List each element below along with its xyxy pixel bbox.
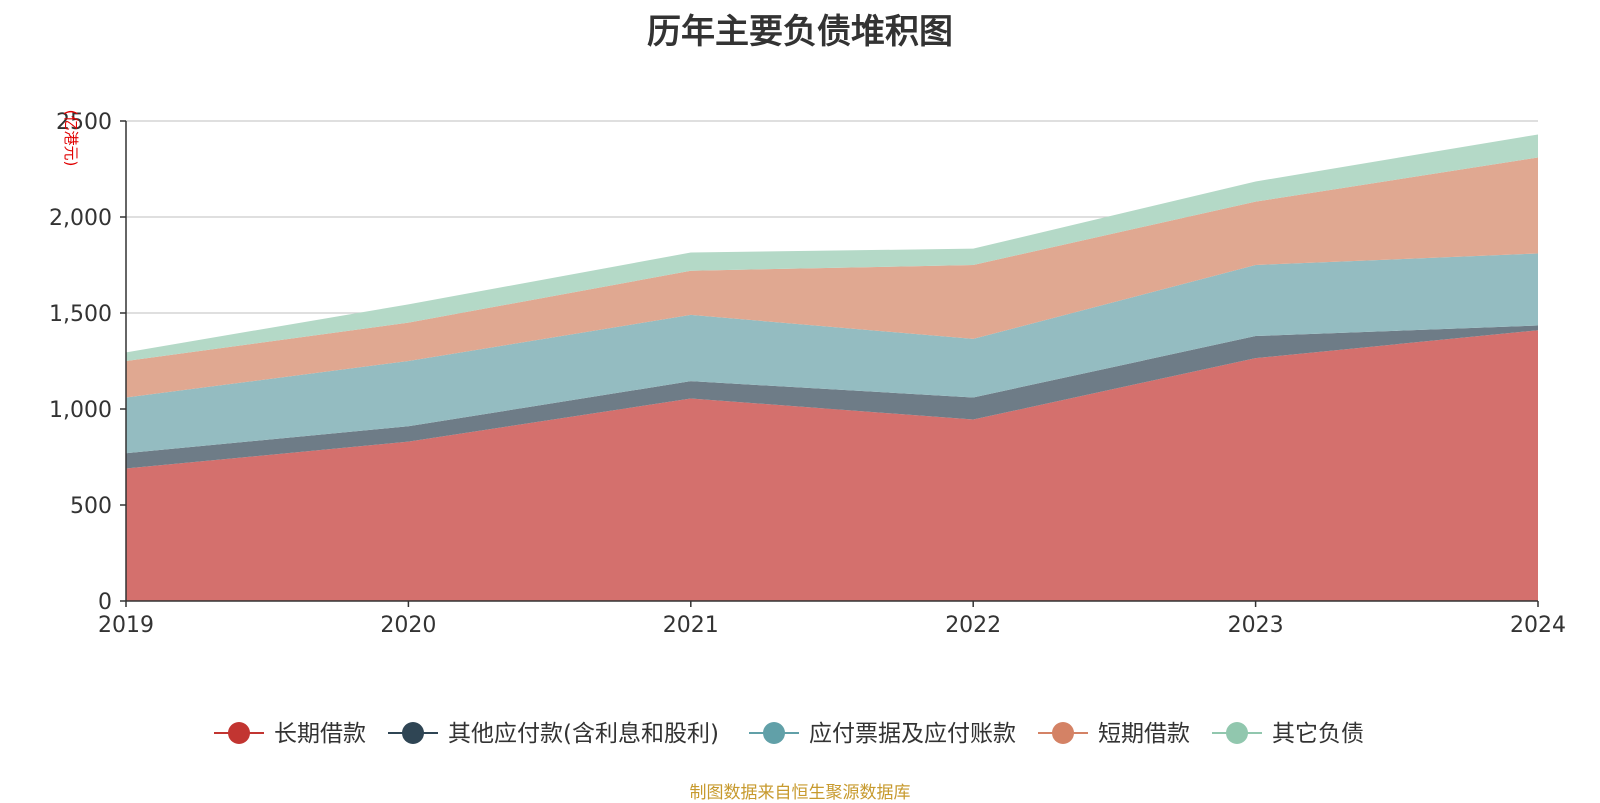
- x-tick-labels: 2019 2020 2021 2022 2023 2024: [98, 613, 1566, 638]
- x-tick-label: 2022: [945, 613, 1001, 638]
- axes: [120, 120, 1539, 607]
- area-series-1: [126, 330, 1538, 601]
- x-tick-label: 2024: [1510, 613, 1566, 638]
- x-tick-label: 2020: [380, 613, 436, 638]
- legend-label: 长期借款: [274, 721, 366, 747]
- y-tick-label: 1,000: [49, 398, 112, 423]
- chart-title: 历年主要负债堆积图: [647, 12, 953, 52]
- legend-item-1: 长期借款: [214, 721, 366, 747]
- legend-marker: [1052, 722, 1074, 744]
- y-tick-label: 2,000: [49, 206, 112, 231]
- legend-label: 其他应付款(含利息和股利): [448, 721, 719, 747]
- x-tick-label: 2021: [663, 613, 719, 638]
- legend-marker: [763, 722, 785, 744]
- legend-label: 应付票据及应付账款: [809, 721, 1016, 747]
- y-tick-label: 2500: [56, 110, 112, 135]
- area-series-3: [126, 253, 1538, 454]
- area-series-2: [126, 325, 1538, 469]
- x-tick-label: 2019: [98, 613, 154, 638]
- y-tick-labels: 0 500 1,000 1,500 2,000 2500: [49, 110, 112, 615]
- y-axis-unit-label: (亿港元): [62, 110, 80, 167]
- legend-item-4: 短期借款: [1038, 721, 1190, 747]
- legend-marker: [1226, 722, 1248, 744]
- x-tick-label: 2023: [1228, 613, 1284, 638]
- legend-marker: [402, 722, 424, 744]
- y-tick-label: 1,500: [49, 302, 112, 327]
- legend-marker: [228, 722, 250, 744]
- data-source-note: 制图数据来自恒生聚源数据库: [689, 783, 911, 803]
- legend: 长期借款 其他应付款(含利息和股利) 应付票据及应付账款 短期借款 其它负债: [214, 721, 1364, 747]
- legend-item-3: 应付票据及应付账款: [749, 721, 1016, 747]
- legend-item-5: 其它负债: [1212, 721, 1364, 747]
- area-series-5: [126, 134, 1538, 361]
- legend-label: 短期借款: [1098, 721, 1190, 747]
- legend-label: 其它负债: [1272, 721, 1364, 747]
- y-tick-label: 500: [70, 494, 112, 519]
- legend-item-2: 其他应付款(含利息和股利): [388, 721, 719, 747]
- area-series: [126, 134, 1538, 601]
- y-tick-label: 0: [98, 590, 112, 615]
